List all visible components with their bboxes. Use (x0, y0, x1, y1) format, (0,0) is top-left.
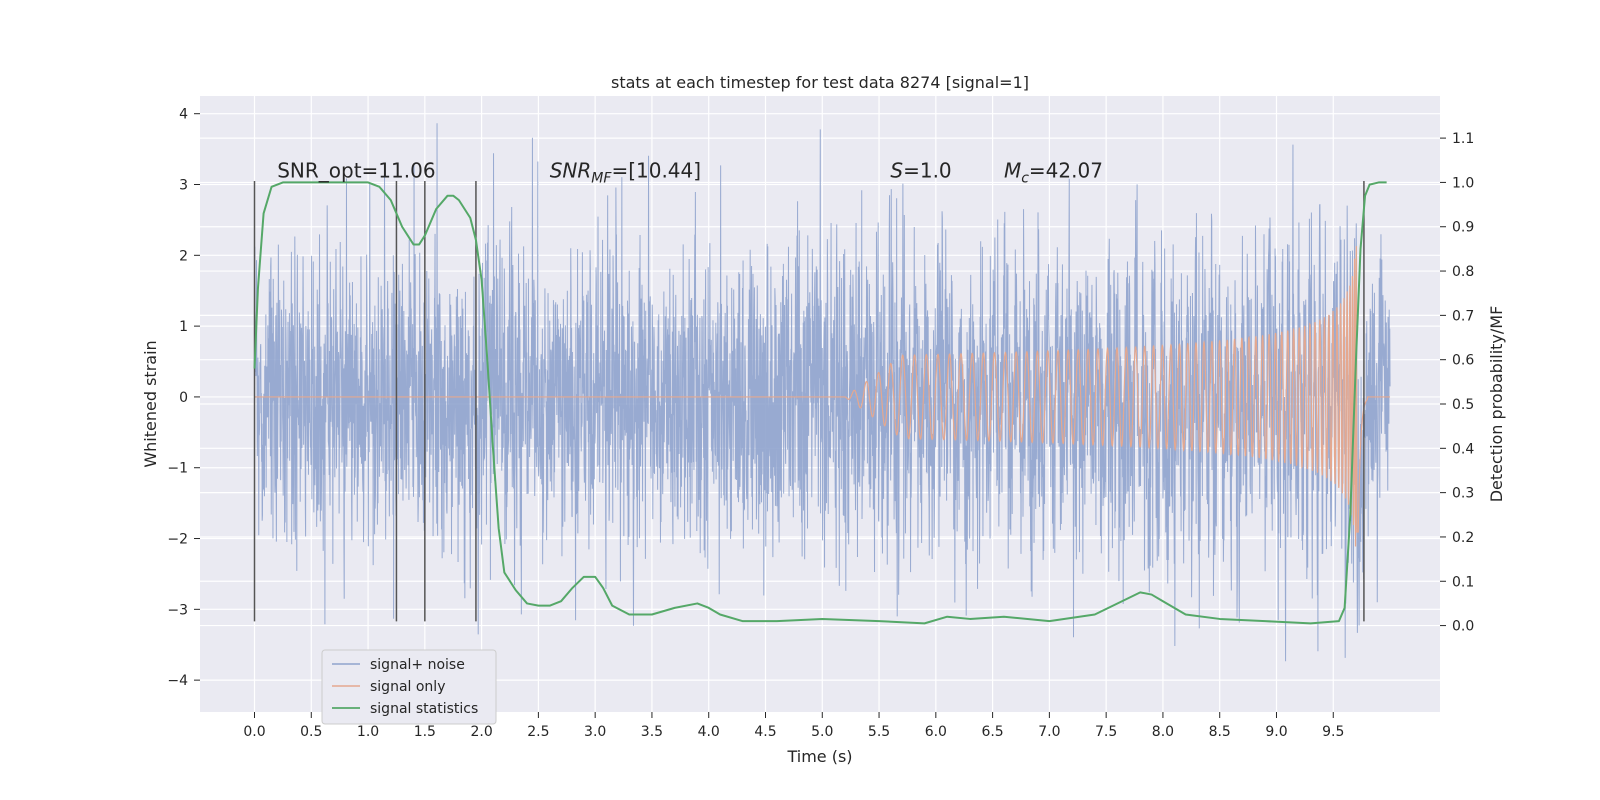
y-right-tick-label-9: 0.2 (1452, 530, 1474, 546)
x-axis-ticks: 0.0 0.5 1.0 1.5 2.0 2.5 3.0 3.5 4.0 4.5 5.0 5.5 6.0 6… (243, 712, 1344, 740)
legend-label-signal-only: signal only (370, 679, 445, 695)
x-tick-label-7: 3.5 (641, 724, 663, 740)
annotation-2: S=1.0 (890, 158, 951, 182)
legend: signal+ noise signal only signal statist… (321, 649, 497, 725)
y-left-tick-label-4: 0 (179, 390, 188, 406)
x-tick-label-16: 8.0 (1152, 724, 1174, 740)
legend-label-signal-statistics: signal statistics (370, 701, 478, 717)
x-tick-label-12: 6.0 (925, 724, 947, 740)
annotation-0: SNR_opt=11.06 (277, 158, 435, 182)
annotations: SNR_opt=11.06 SNRMF=[10.44] S=1.0 Mc=42.07 (277, 158, 1103, 186)
vertical-markers (253, 180, 1365, 622)
x-tick-label-1: 0.5 (300, 724, 322, 740)
y-right-tick-label-4: 0.7 (1452, 308, 1474, 324)
line-signal-only (254, 246, 1391, 547)
x-tick-label-4: 2.0 (470, 724, 492, 740)
annotation-1: SNRMF=[10.44] (550, 158, 701, 186)
x-tick-label-8: 4.0 (698, 724, 720, 740)
y-right-tick-label-0: 1.1 (1452, 131, 1474, 147)
x-tick-label-15: 7.5 (1095, 724, 1117, 740)
y-left-axis-ticks: 4 3 2 1 0 −1 −2 −3 −4 (167, 107, 200, 689)
x-tick-label-5: 2.5 (527, 724, 549, 740)
y-left-axis-label: Whitened strain (141, 340, 160, 467)
series-signal-statistics (253, 181, 1387, 625)
x-tick-label-19: 9.5 (1322, 724, 1344, 740)
y-left-tick-label-8: −4 (167, 673, 188, 689)
x-tick-label-11: 5.5 (868, 724, 890, 740)
y-right-tick-label-10: 0.1 (1452, 574, 1474, 590)
series-signal-only (254, 246, 1391, 547)
y-right-tick-label-3: 0.8 (1452, 264, 1474, 280)
x-tick-label-2: 1.0 (357, 724, 379, 740)
x-tick-label-9: 4.5 (754, 724, 776, 740)
y-left-tick-label-5: −1 (167, 461, 188, 477)
y-left-tick-label-6: −2 (167, 532, 188, 548)
y-right-tick-label-6: 0.5 (1452, 397, 1474, 413)
y-left-tick-label-1: 3 (179, 178, 188, 194)
x-tick-label-6: 3.0 (584, 724, 606, 740)
y-left-tick-label-2: 2 (179, 248, 188, 264)
y-right-tick-label-2: 0.9 (1452, 220, 1474, 236)
x-tick-label-10: 5.0 (811, 724, 833, 740)
annotation-3: Mc=42.07 (1004, 158, 1103, 186)
y-left-tick-label-0: 4 (179, 107, 188, 123)
y-right-axis-label: Detection probability/MF (1487, 306, 1506, 503)
x-axis-label: Time (s) (786, 747, 852, 766)
legend-label-signal-plus-noise: signal+ noise (370, 657, 465, 673)
x-tick-label-18: 9.0 (1265, 724, 1287, 740)
x-tick-label-14: 7.0 (1038, 724, 1060, 740)
x-tick-label-3: 1.5 (414, 724, 436, 740)
y-right-axis-ticks: 1.1 1.0 0.9 0.8 0.7 0.6 0.5 0.4 0.3 0.2 0.1 0.0 (1440, 131, 1474, 635)
y-left-tick-label-3: 1 (179, 319, 188, 335)
line-signal-statistics (253, 181, 1387, 625)
y-left-tick-label-7: −3 (167, 602, 188, 618)
x-tick-label-13: 6.5 (981, 724, 1003, 740)
y-right-tick-label-11: 0.0 (1452, 619, 1474, 635)
y-right-tick-label-8: 0.3 (1452, 486, 1474, 502)
y-right-tick-label-5: 0.6 (1452, 353, 1474, 369)
x-tick-label-0: 0.0 (243, 724, 265, 740)
chart-title: stats at each timestep for test data 827… (611, 73, 1029, 92)
y-right-tick-label-7: 0.4 (1452, 441, 1474, 457)
x-tick-label-17: 8.5 (1209, 724, 1231, 740)
legend-box (321, 649, 497, 725)
y-right-tick-label-1: 1.0 (1452, 175, 1474, 191)
